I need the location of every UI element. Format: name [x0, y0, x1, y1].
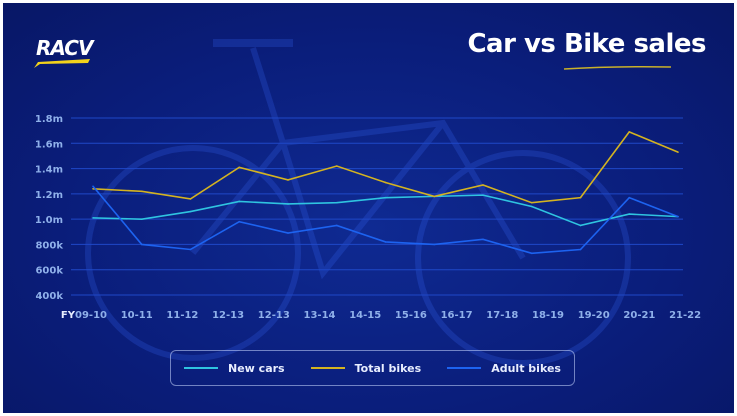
y-tick-label: 800k — [35, 240, 63, 251]
data-point — [628, 131, 631, 133]
logo-swoosh-icon — [34, 59, 90, 68]
data-point — [677, 215, 679, 218]
data-point — [579, 248, 582, 251]
x-tick-label: 13-14 — [304, 310, 336, 321]
y-tick-label: 1.0m — [35, 215, 63, 226]
y-tick-label: 1.2m — [35, 190, 63, 201]
data-point — [335, 201, 338, 204]
x-axis-prefix: FY — [61, 310, 76, 321]
data-point — [677, 151, 679, 153]
data-point — [238, 200, 241, 203]
data-point — [384, 241, 387, 243]
legend-item-adult-bikes: Adult bikes — [447, 362, 561, 375]
data-point — [189, 248, 192, 251]
data-point — [92, 217, 94, 219]
data-point — [579, 196, 582, 199]
y-tick-label: 400k — [35, 291, 63, 302]
data-point — [433, 195, 436, 198]
x-tick-label: 10-11 — [121, 310, 153, 321]
data-point — [628, 196, 631, 199]
logo-text: RACV — [36, 36, 93, 60]
chart-title: Car vs Bike sales — [467, 29, 706, 59]
x-tick-label: 11-12 — [166, 310, 198, 321]
data-point — [579, 224, 582, 227]
chart-svg: 400k 600k 800k 1.0m 1.2m 1.4m 1.6m 1.8m FY 09-10… — [35, 39, 701, 366]
data-point — [189, 210, 192, 213]
data-point — [140, 218, 143, 220]
data-point — [287, 203, 289, 205]
legend-swatch — [184, 367, 219, 369]
data-point — [189, 198, 192, 200]
data-point — [482, 184, 484, 186]
data-point — [140, 190, 143, 193]
data-point — [92, 185, 94, 188]
data-point — [140, 243, 143, 246]
data-point — [335, 165, 338, 167]
data-point — [628, 213, 631, 215]
x-tick-label: 09-10 — [75, 310, 107, 321]
racv-logo: RACV — [34, 36, 93, 68]
legend: New cars Total bikes Adult bikes — [170, 350, 575, 386]
legend-item-total-bikes: Total bikes — [310, 361, 422, 375]
data-point — [238, 220, 241, 223]
x-tick-label: 19-20 — [578, 310, 610, 321]
x-tick-label: 14-15 — [349, 310, 381, 321]
y-tick-label: 600k — [35, 266, 63, 277]
x-tick-label: 20-21 — [623, 310, 655, 321]
x-tick-label: 12-13 — [212, 310, 244, 321]
x-tick-label: 12-13 — [258, 310, 290, 321]
x-tick-label: 17-18 — [486, 310, 518, 321]
y-tick-label: 1.8m — [35, 114, 63, 125]
data-point — [530, 252, 533, 255]
bike-background-image — [85, 39, 631, 366]
x-tick-label: 21-22 — [669, 310, 701, 321]
legend-label: Total bikes — [354, 361, 422, 375]
data-point — [287, 232, 289, 234]
x-tick-label: 15-16 — [395, 310, 427, 321]
legend-item-new-cars: New cars — [184, 362, 285, 375]
title-underline-icon — [563, 66, 672, 70]
x-tick-label: 16-17 — [441, 310, 473, 321]
data-point — [238, 166, 241, 169]
data-point — [530, 201, 533, 204]
legend-label: New cars — [228, 361, 285, 375]
data-point — [92, 188, 94, 190]
legend-swatch — [447, 367, 482, 369]
data-point — [433, 243, 436, 246]
data-point — [287, 179, 289, 181]
data-point — [482, 194, 484, 196]
y-tick-label: 1.4m — [35, 165, 63, 176]
data-point — [530, 205, 533, 208]
data-point — [384, 196, 387, 199]
data-point — [482, 238, 484, 241]
chart-card: 400k 600k 800k 1.0m 1.2m 1.4m 1.6m 1.8m FY 09-10… — [3, 3, 734, 413]
y-tick-label: 1.6m — [35, 139, 63, 150]
x-tick-label: 18-19 — [532, 310, 564, 321]
legend-swatch — [310, 367, 345, 369]
data-point — [335, 224, 338, 227]
legend-label: Adult bikes — [491, 361, 561, 375]
data-point — [384, 181, 387, 184]
